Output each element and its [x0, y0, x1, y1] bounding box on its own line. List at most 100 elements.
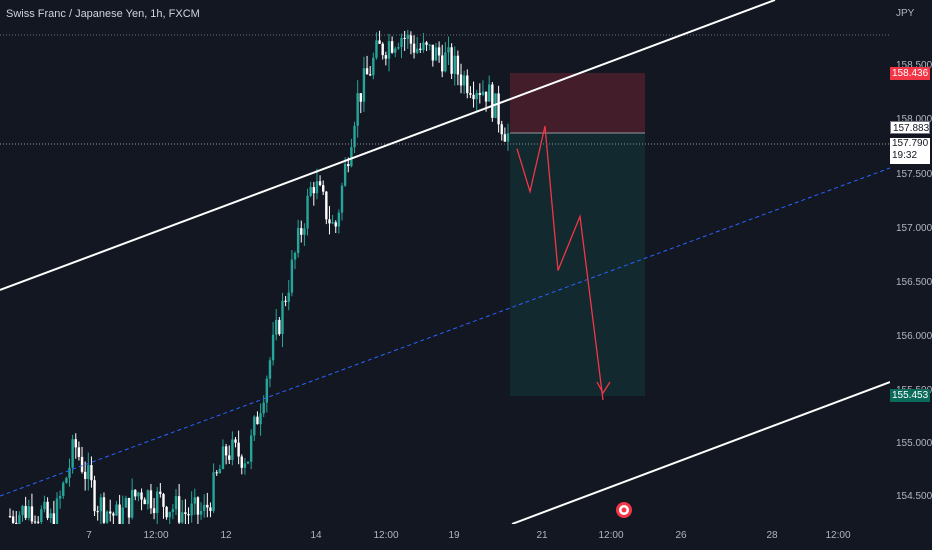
target-icon[interactable] [616, 502, 632, 518]
candle [337, 212, 341, 227]
candle [281, 300, 284, 334]
candle [193, 497, 196, 504]
channel-lower-line[interactable] [511, 381, 890, 524]
time-tick: 7 [86, 530, 92, 541]
projection-path[interactable] [516, 126, 604, 401]
candle [384, 55, 388, 59]
candle [409, 34, 413, 44]
candle [109, 511, 112, 514]
candle [450, 47, 453, 74]
candle [71, 439, 74, 468]
candle [105, 511, 109, 523]
candle [246, 461, 250, 464]
candle [334, 222, 337, 227]
candles-layer [8, 29, 510, 524]
candle [171, 509, 175, 512]
candle [127, 498, 131, 518]
candle [431, 44, 435, 61]
price-tick: 158.000 [896, 114, 932, 125]
candle [249, 435, 253, 462]
candle [206, 504, 209, 508]
candle [428, 44, 431, 46]
candle [93, 480, 96, 512]
candle [146, 490, 150, 505]
price-axis[interactable]: JPY 158.500 158.000 157.500 157.000 156.… [890, 0, 932, 550]
time-axis[interactable]: 7 12:00 12 14 12:00 19 21 12:00 26 28 12… [0, 524, 890, 550]
candle [46, 501, 49, 519]
candle [202, 504, 206, 511]
take-profit-zone[interactable] [510, 133, 645, 396]
candle [390, 41, 394, 53]
symbol-title[interactable]: Swiss Franc / Japanese Yen, 1h, FXCM [6, 8, 200, 20]
candle [422, 42, 425, 50]
candle [488, 84, 491, 102]
candle [36, 521, 40, 523]
channel-midline[interactable] [0, 167, 890, 497]
candle [362, 68, 366, 102]
candle [124, 498, 128, 508]
time-tick: 12:00 [143, 530, 169, 541]
candle [156, 491, 159, 514]
candle [350, 147, 353, 167]
candle [275, 319, 278, 335]
candle [397, 47, 400, 49]
candle [322, 185, 325, 192]
candle [237, 442, 240, 457]
candle [90, 465, 93, 481]
candle [253, 416, 256, 436]
candle [340, 185, 344, 213]
candle [400, 37, 403, 48]
candle [80, 456, 84, 472]
candle [478, 93, 482, 95]
candle-countdown: 19:32 [892, 150, 918, 161]
current-price-value: 157.790 [892, 138, 929, 149]
candle [472, 94, 475, 100]
candle [406, 34, 409, 39]
candle [18, 515, 21, 524]
candle [209, 507, 212, 511]
price-tick: 154.500 [896, 491, 932, 502]
candle [40, 509, 43, 523]
candle [394, 48, 397, 53]
candle [293, 253, 297, 260]
candle [331, 222, 334, 224]
current-price-tag: 157.790 19:32 [890, 138, 930, 164]
candle [121, 507, 124, 524]
candle [190, 503, 193, 516]
candle [33, 521, 37, 523]
candle [325, 191, 328, 220]
candle [134, 489, 137, 497]
candle [312, 187, 316, 194]
candle [224, 446, 228, 456]
candle [469, 93, 472, 95]
candle [268, 360, 272, 379]
candle [99, 497, 103, 512]
candle [378, 40, 381, 44]
time-tick: 12:00 [598, 530, 624, 541]
candle [234, 439, 237, 443]
candle [115, 504, 118, 516]
candle [303, 228, 306, 235]
candle [265, 378, 269, 403]
stop-loss-zone[interactable] [510, 73, 645, 133]
price-chart[interactable] [0, 0, 890, 524]
candle [196, 497, 200, 515]
candle [215, 472, 218, 474]
candle [419, 48, 422, 50]
candle [118, 504, 121, 524]
candle [187, 514, 190, 516]
channel-upper-line[interactable] [0, 0, 776, 291]
candle [441, 55, 444, 72]
entry-price-tag: 157.883 [890, 121, 930, 134]
candle [497, 93, 500, 125]
candle [181, 512, 184, 523]
candle [165, 506, 168, 518]
candle [8, 516, 12, 518]
candle [152, 508, 156, 514]
candle [102, 497, 106, 523]
candle [387, 41, 391, 59]
candle [456, 55, 460, 75]
candle [365, 68, 369, 75]
candle [328, 219, 331, 224]
candle [52, 513, 56, 524]
